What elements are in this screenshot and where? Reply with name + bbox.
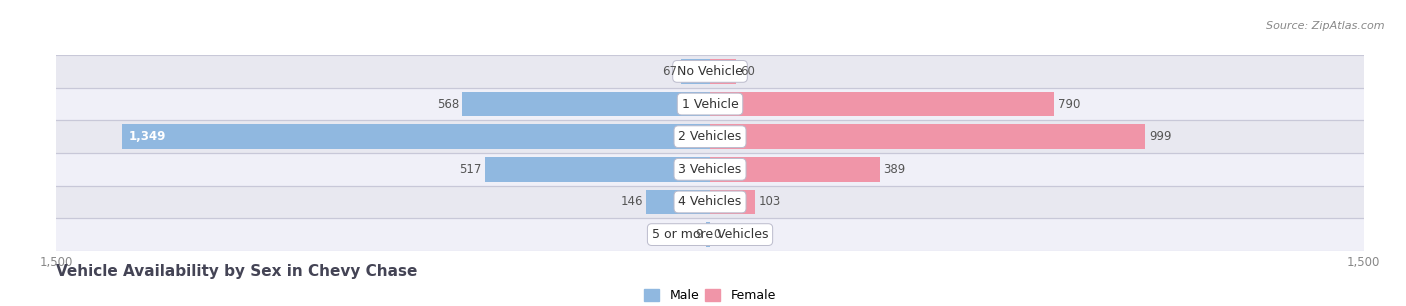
Bar	[710, 92, 1054, 116]
Bar	[122, 125, 710, 149]
Text: 2 Vehicles: 2 Vehicles	[679, 130, 741, 143]
Bar	[710, 190, 755, 214]
Text: 389: 389	[883, 163, 905, 176]
Text: 1 Vehicle: 1 Vehicle	[682, 98, 738, 110]
Text: 999: 999	[1149, 130, 1171, 143]
Text: 5 or more Vehicles: 5 or more Vehicles	[652, 228, 768, 241]
Text: 103: 103	[758, 196, 780, 208]
Text: 60: 60	[740, 65, 755, 78]
Bar	[706, 222, 710, 247]
Bar	[710, 125, 1146, 149]
Bar	[56, 88, 1364, 120]
Bar	[681, 59, 710, 84]
Text: 517: 517	[458, 163, 481, 176]
Bar	[56, 218, 1364, 251]
Text: No Vehicle: No Vehicle	[678, 65, 742, 78]
Text: 67: 67	[662, 65, 678, 78]
Bar	[56, 120, 1364, 153]
Text: Vehicle Availability by Sex in Chevy Chase: Vehicle Availability by Sex in Chevy Cha…	[56, 264, 418, 279]
Text: 3 Vehicles: 3 Vehicles	[679, 163, 741, 176]
Bar	[485, 157, 710, 181]
Text: 0: 0	[713, 228, 721, 241]
Bar	[56, 55, 1364, 88]
Text: 790: 790	[1057, 98, 1080, 110]
Text: 9: 9	[695, 228, 703, 241]
Bar	[710, 157, 880, 181]
Text: 568: 568	[437, 98, 458, 110]
Text: 146: 146	[620, 196, 643, 208]
Legend: Male, Female: Male, Female	[640, 284, 780, 306]
Bar	[647, 190, 710, 214]
Text: 1,349: 1,349	[128, 130, 166, 143]
Bar	[463, 92, 710, 116]
Bar	[56, 186, 1364, 218]
Text: Source: ZipAtlas.com: Source: ZipAtlas.com	[1267, 21, 1385, 32]
Text: 4 Vehicles: 4 Vehicles	[679, 196, 741, 208]
Bar	[710, 59, 737, 84]
Bar	[56, 153, 1364, 186]
